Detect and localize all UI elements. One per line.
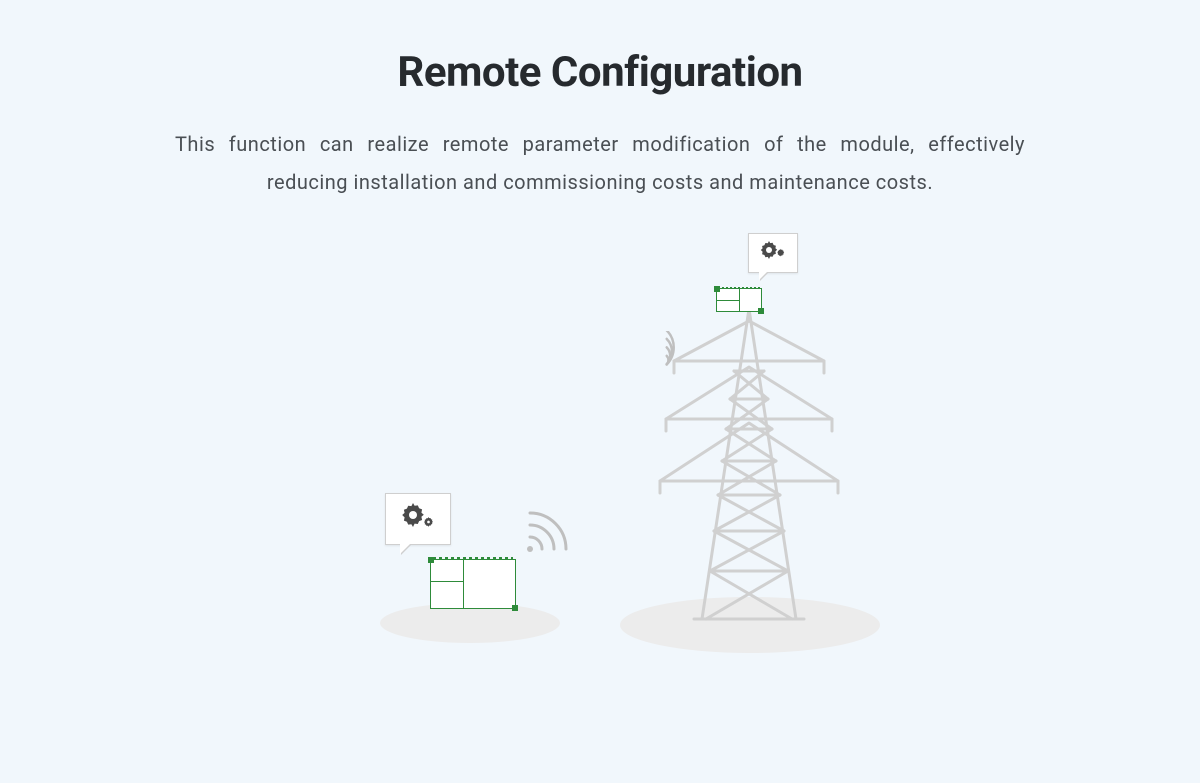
config-bubble-right: [748, 233, 798, 273]
signal-waves-left-icon: [520, 503, 576, 559]
signal-waves-right-icon: [656, 331, 700, 375]
page-title: Remote Configuration: [0, 48, 1200, 97]
config-bubble-left: [385, 493, 451, 545]
gear-icon: [399, 501, 437, 537]
page-subtitle: This function can realize remote paramet…: [175, 125, 1025, 201]
ground-shadow-left: [380, 603, 560, 643]
gear-icon: [759, 239, 787, 267]
illustration-scene: [0, 201, 1200, 661]
module-chip-left-icon: [430, 559, 516, 609]
module-chip-right-icon: [716, 288, 762, 312]
